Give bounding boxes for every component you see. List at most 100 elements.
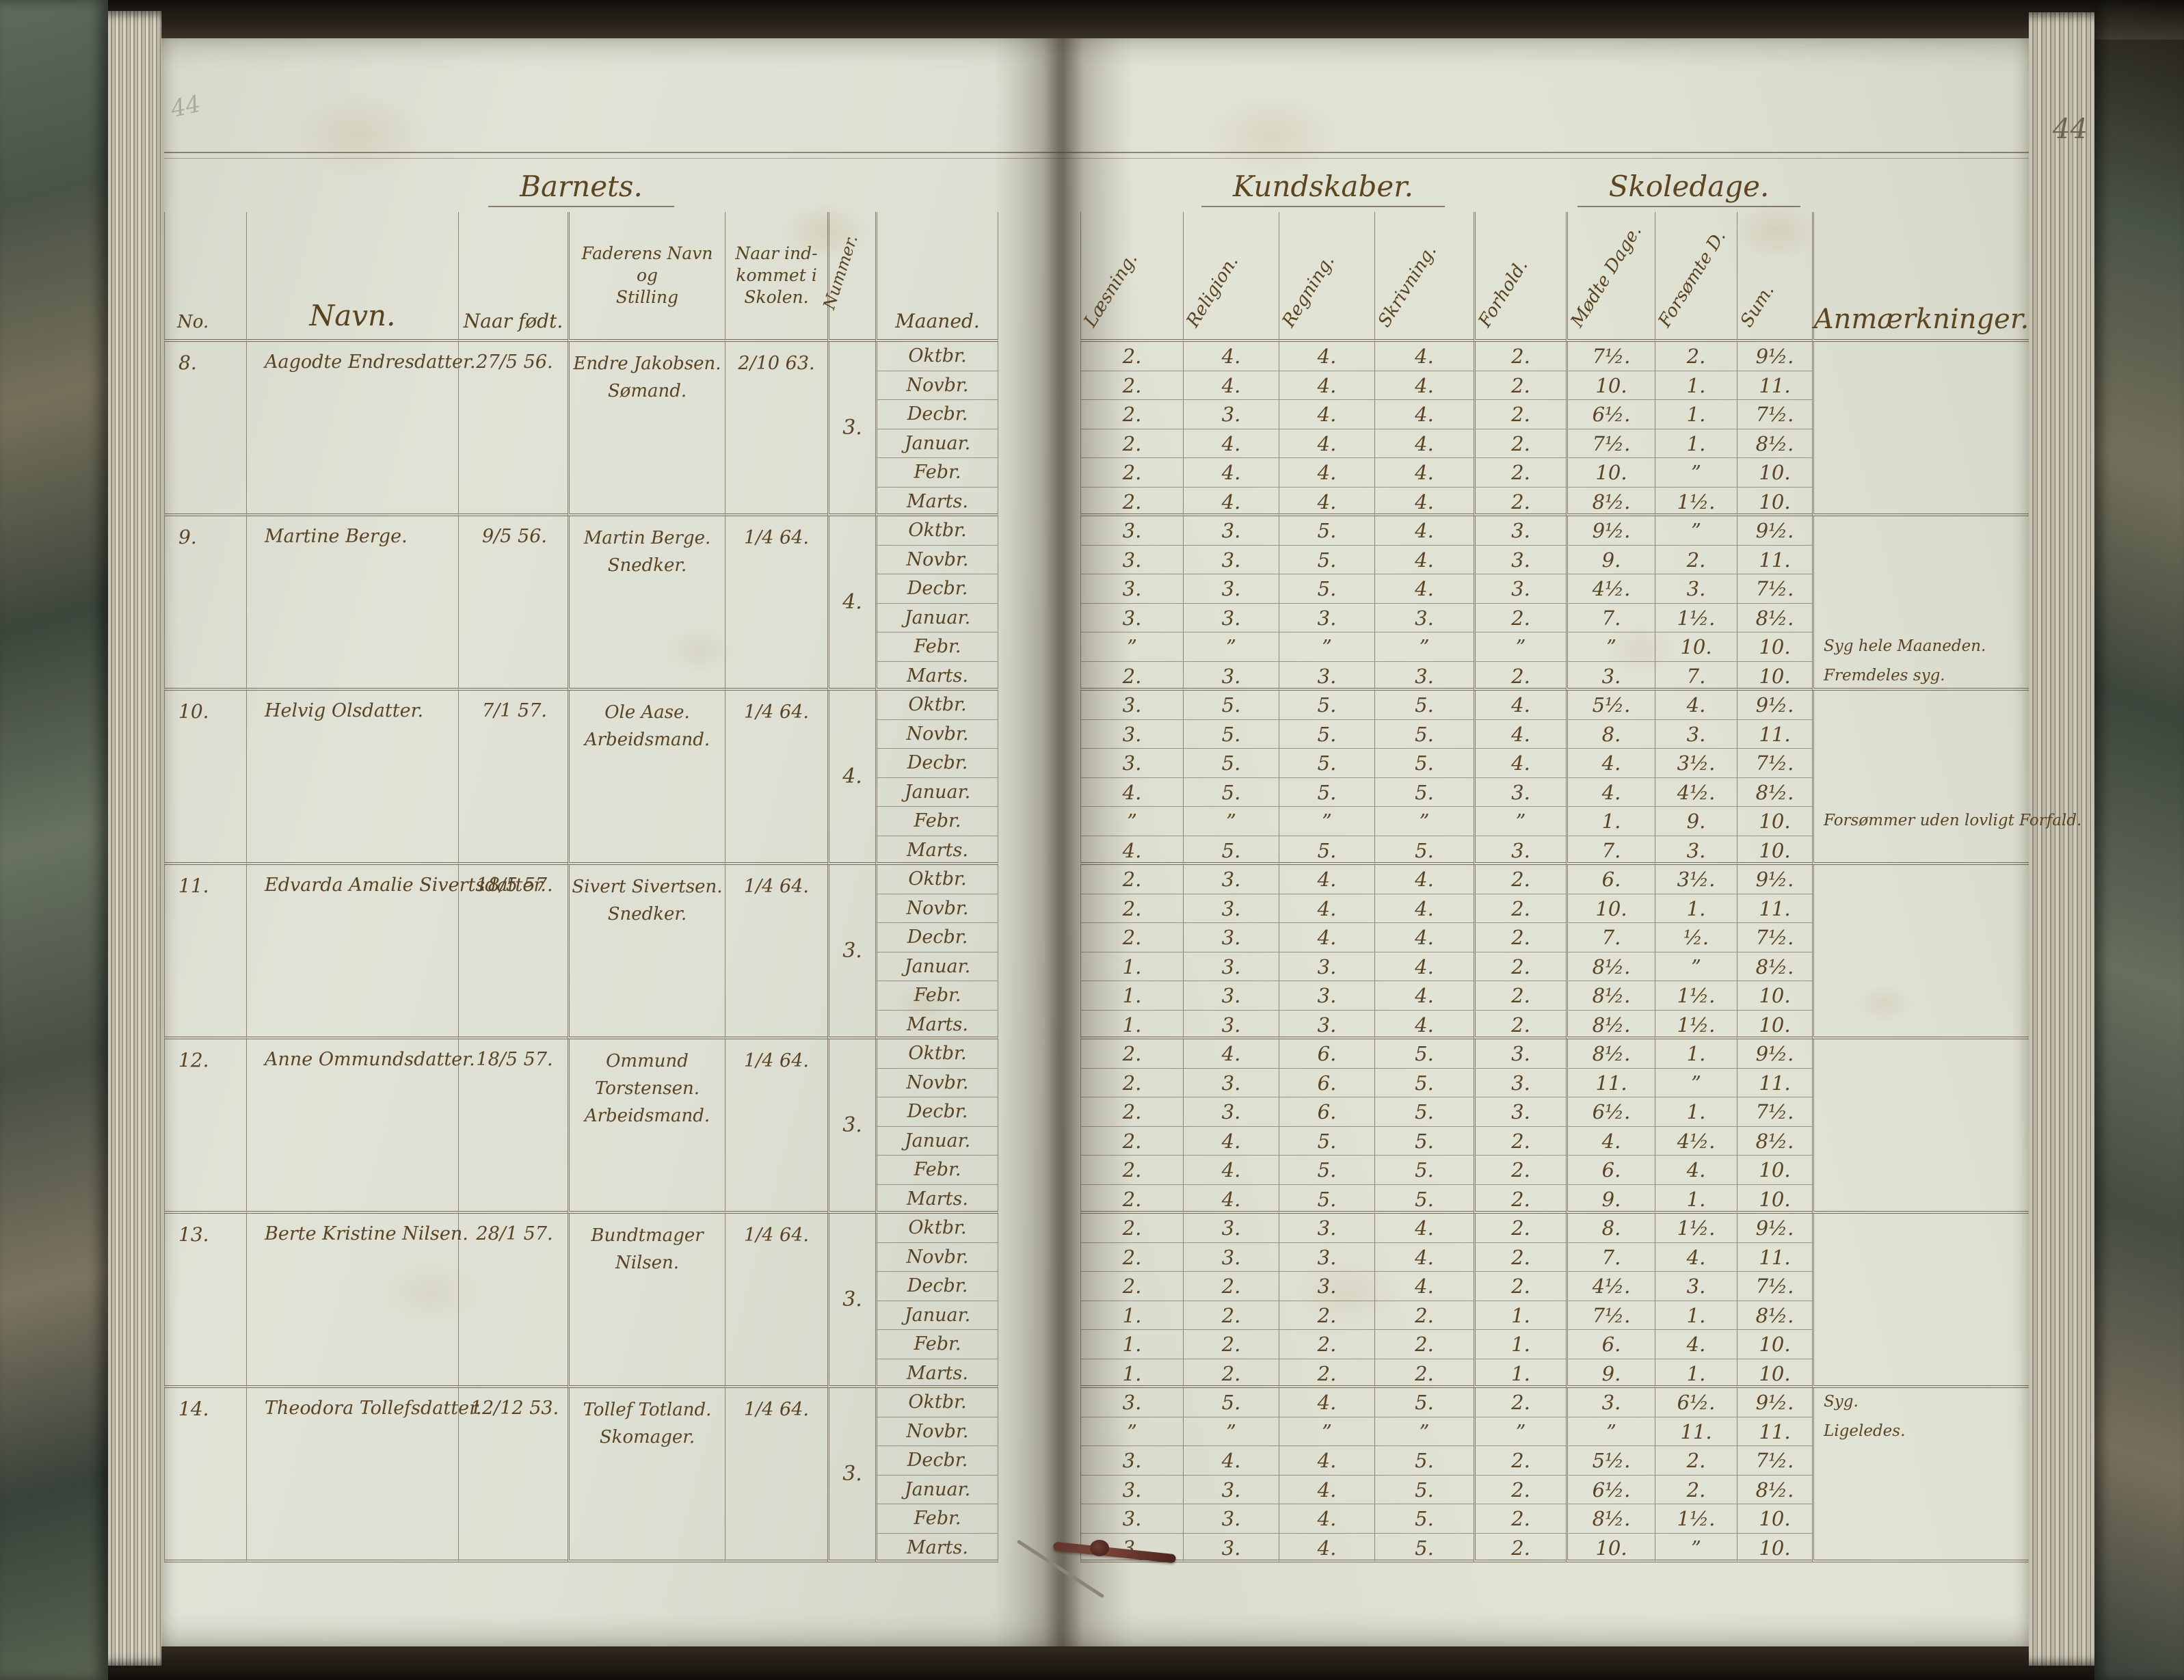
schoolday-cell: 1½. <box>1655 1504 1737 1534</box>
month-cell: Januar. <box>875 429 998 458</box>
sum-cell: 9½. <box>1737 691 1812 720</box>
col-header-conduct: Forhold. <box>1474 212 1566 342</box>
grade-cell: 5. <box>1374 1097 1474 1127</box>
student-admitted: 1/4 64. <box>725 1214 827 1388</box>
grade-cell: 4. <box>1183 429 1279 458</box>
month-cell: Januar. <box>875 603 998 632</box>
grade-cell: 4. <box>1374 1214 1474 1243</box>
student-name: Aagodte Endresdatter. <box>246 342 476 516</box>
grade-cell: 3. <box>1080 719 1183 749</box>
student-number: 4. <box>827 691 875 865</box>
student-father-line2: Arbeidsmand. <box>584 730 710 750</box>
grade-cell: 3. <box>1183 1010 1279 1039</box>
grade-cell: 2. <box>1474 923 1566 952</box>
remark-cell <box>1812 1272 2029 1301</box>
month-cell: Decbr. <box>875 1446 998 1476</box>
schoolday-cell: 10. <box>1566 371 1655 400</box>
grade-cell: 3. <box>1183 574 1279 604</box>
schoolday-cell: 2. <box>1655 1475 1737 1504</box>
student-born: 27/5 56. <box>458 342 568 516</box>
grade-cell: 5. <box>1183 749 1279 778</box>
student-number: 3. <box>827 342 875 516</box>
student-father: Martin Berge. Snedker. <box>568 516 725 691</box>
grade-cell: 5. <box>1183 1388 1279 1417</box>
schoolday-cell: 2. <box>1655 545 1737 574</box>
grade-cell: 4. <box>1374 516 1474 546</box>
remark-cell <box>1812 981 2029 1011</box>
schoolday-cell: 4. <box>1566 1126 1655 1156</box>
col-header-number: Nummer. <box>819 212 875 342</box>
sum-cell: 10. <box>1737 632 1812 662</box>
remark-cell <box>1812 923 2029 952</box>
grade-cell: 2. <box>1080 865 1183 894</box>
sum-cell: 7½. <box>1737 1097 1812 1127</box>
grade-cell: 5. <box>1374 1126 1474 1156</box>
schoolday-cell: 4½. <box>1655 777 1737 807</box>
sum-cell: 10. <box>1737 487 1812 516</box>
col-header-conduct-text: Forhold. <box>1474 256 1532 331</box>
month-cell: Januar. <box>875 1301 998 1330</box>
student-father-line2: Skomager. <box>599 1427 695 1448</box>
grade-cell: ” <box>1279 1417 1374 1446</box>
schoolday-cell: ” <box>1655 458 1737 488</box>
student-admitted: 1/4 64. <box>725 691 827 865</box>
student-no: 9. <box>164 516 246 691</box>
sum-cell: 10. <box>1737 661 1812 691</box>
remark-cell <box>1812 1039 2029 1069</box>
schoolday-cell: 1½. <box>1655 1214 1737 1243</box>
schoolday-cell: 7. <box>1566 1242 1655 1272</box>
schoolday-cell: 8½. <box>1566 981 1655 1011</box>
grade-cell: 4. <box>1374 1272 1474 1301</box>
schoolday-cell: 10. <box>1655 632 1737 662</box>
grade-cell: 3. <box>1183 603 1279 632</box>
month-cell: Januar. <box>875 952 998 981</box>
schoolday-cell: 8½. <box>1566 1039 1655 1069</box>
schoolday-cell: 5½. <box>1566 1446 1655 1476</box>
grade-cell: 3. <box>1183 400 1279 429</box>
sum-cell: 11. <box>1737 894 1812 923</box>
grade-cell: 6. <box>1279 1068 1374 1097</box>
col-header-admitted-line2: kommet i <box>736 265 817 285</box>
schoolday-cell: 3½. <box>1655 865 1737 894</box>
month-cell: Marts. <box>875 1359 998 1388</box>
grade-cell: 2. <box>1279 1359 1374 1388</box>
student-number: 3. <box>827 1214 875 1388</box>
col-header-arithmetic: Regning. <box>1279 212 1374 342</box>
grade-cell: 3. <box>1279 1242 1374 1272</box>
schoolday-cell: 1. <box>1655 894 1737 923</box>
grade-cell: 5. <box>1279 749 1374 778</box>
schoolday-cell: 1. <box>1655 1359 1737 1388</box>
grade-cell: 5. <box>1374 719 1474 749</box>
month-cell: Marts. <box>875 661 998 691</box>
left-page <box>161 38 1058 1646</box>
remark-cell <box>1812 1475 2029 1504</box>
month-cell: Decbr. <box>875 923 998 952</box>
student-name: Theodora Tollefsdatter. <box>246 1388 482 1562</box>
sum-cell: 10. <box>1737 1504 1812 1534</box>
schoolday-cell: ” <box>1655 1533 1737 1562</box>
grade-cell: ” <box>1183 632 1279 662</box>
top-rule-line <box>164 152 2029 159</box>
month-cell: Januar. <box>875 777 998 807</box>
grade-cell: 3. <box>1080 516 1183 546</box>
col-header-father-line3: Stilling <box>615 287 679 307</box>
schoolday-cell: 4½. <box>1566 1272 1655 1301</box>
book-edge-top <box>0 0 2184 40</box>
col-header-writing: Skrivning. <box>1374 212 1474 342</box>
schoolday-cell: 1½. <box>1655 487 1737 516</box>
grade-cell: 4. <box>1080 777 1183 807</box>
sum-cell: 7½. <box>1737 400 1812 429</box>
grade-cell: 5. <box>1183 691 1279 720</box>
schoolday-cell: 1½. <box>1655 1010 1737 1039</box>
remark-cell <box>1812 894 2029 923</box>
book-cover-right <box>2094 0 2184 1680</box>
col-header-remarks: Anmærkninger. <box>1812 212 2029 342</box>
schoolday-cell: 7½. <box>1566 342 1655 371</box>
group-title-child: Barnets. <box>164 164 998 212</box>
month-cell: Marts. <box>875 487 998 516</box>
grade-cell: 4. <box>1374 400 1474 429</box>
student-father: Ommund Torstensen. Arbeidsmand. <box>568 1039 725 1214</box>
col-header-father: Faderens Navn og Stilling <box>568 212 725 342</box>
col-header-arithmetic-text: Regning. <box>1278 251 1339 331</box>
grade-cell: 2. <box>1474 981 1566 1011</box>
